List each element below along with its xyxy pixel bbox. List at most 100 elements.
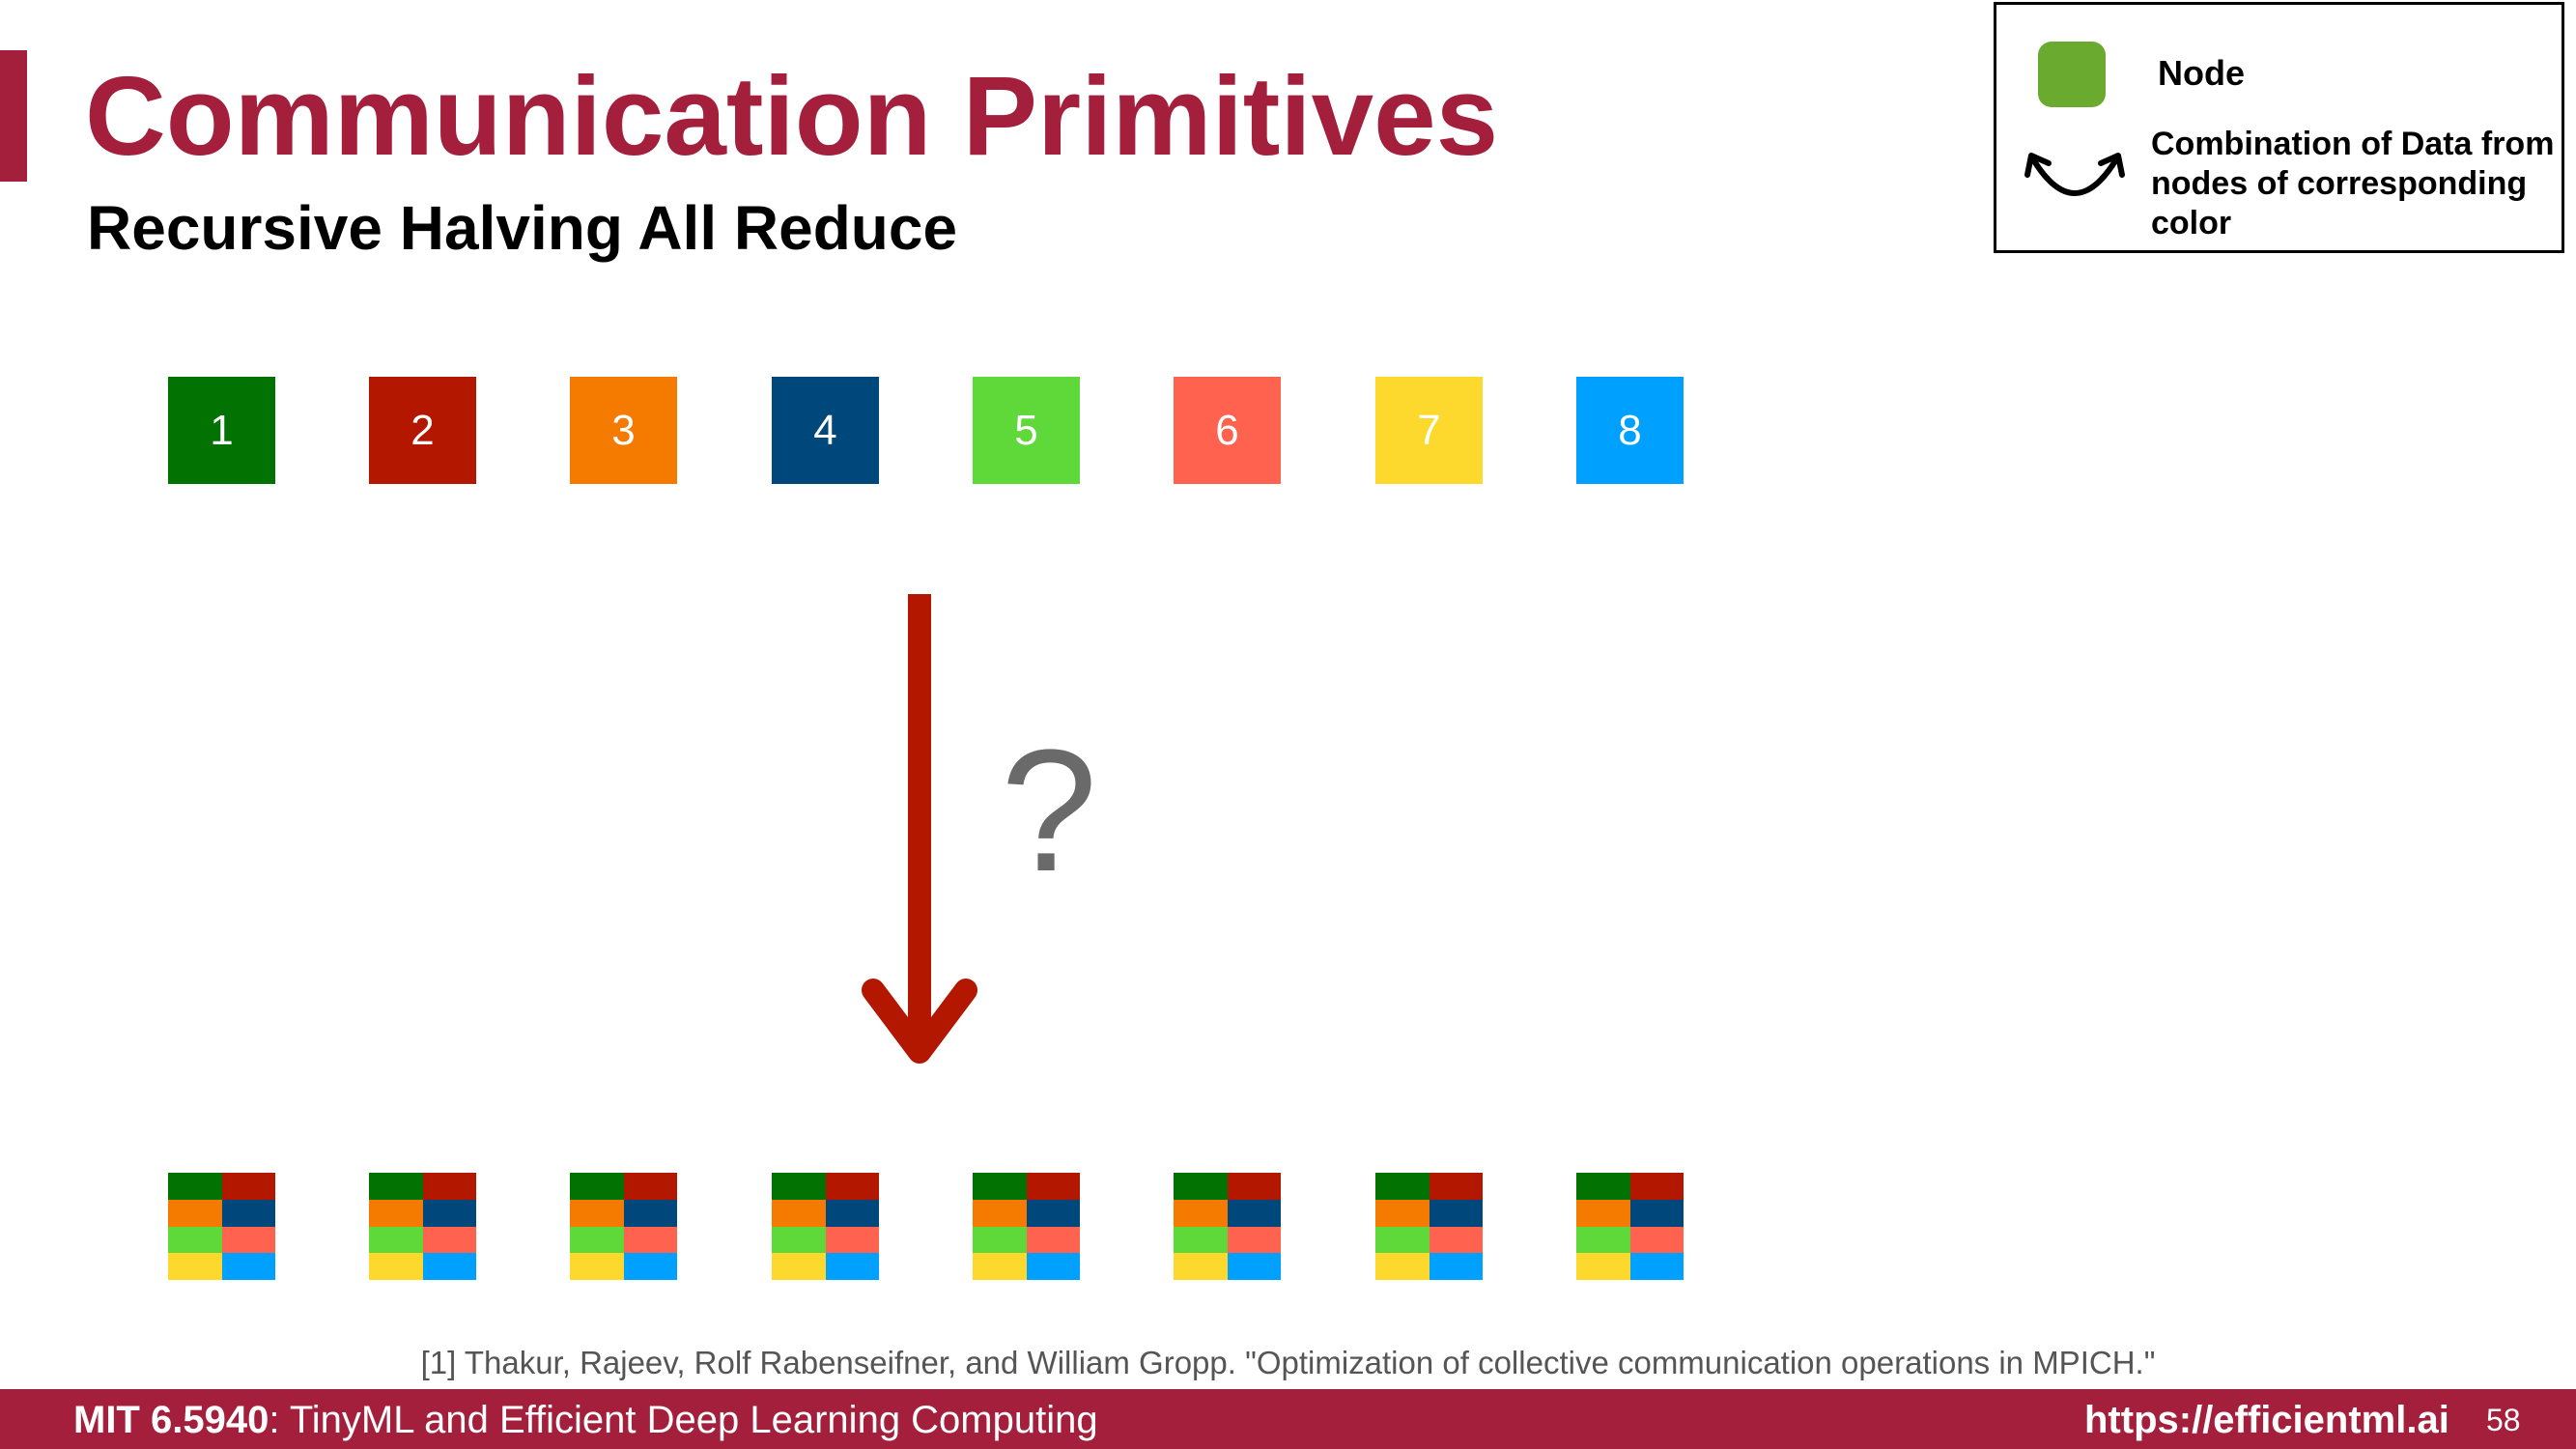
combined-cell-6 (1429, 1226, 1483, 1254)
node-8: 8 (1576, 377, 1684, 484)
node-3: 3 (570, 377, 677, 484)
node-label: 8 (1618, 406, 1642, 454)
combined-cell-1 (772, 1173, 826, 1200)
combined-cell-2 (1227, 1173, 1281, 1200)
combined-cell-4 (1227, 1199, 1281, 1227)
combined-cell-3 (570, 1199, 624, 1227)
combined-cell-2 (623, 1173, 677, 1200)
combined-cell-3 (1174, 1199, 1228, 1227)
combined-cell-2 (1026, 1173, 1080, 1200)
combined-node-7 (1375, 1173, 1483, 1280)
footer-course-code: MIT 6.5940 (73, 1399, 269, 1441)
combined-cell-2 (221, 1173, 275, 1200)
node-5: 5 (973, 377, 1080, 484)
combined-cell-7 (1576, 1253, 1630, 1280)
combined-cell-8 (1026, 1253, 1080, 1280)
footer-url[interactable]: https://efficientml.ai (2084, 1399, 2449, 1441)
combined-cell-1 (973, 1173, 1027, 1200)
combined-cell-4 (1629, 1199, 1684, 1227)
combined-cell-5 (1375, 1226, 1430, 1254)
combined-cell-2 (422, 1173, 476, 1200)
combined-cell-8 (422, 1253, 476, 1280)
combined-cell-4 (422, 1199, 476, 1227)
combined-cell-2 (1429, 1173, 1483, 1200)
combined-cell-7 (168, 1253, 222, 1280)
combined-cell-2 (825, 1173, 879, 1200)
combined-cell-2 (1629, 1173, 1684, 1200)
combined-cell-1 (168, 1173, 222, 1200)
combined-cell-1 (570, 1173, 624, 1200)
combined-cell-5 (1576, 1226, 1630, 1254)
combined-cell-3 (973, 1199, 1027, 1227)
combined-cell-1 (1375, 1173, 1430, 1200)
combined-cell-7 (369, 1253, 423, 1280)
title-accent-bar (0, 50, 27, 182)
combined-cell-3 (772, 1199, 826, 1227)
combined-cell-1 (369, 1173, 423, 1200)
combined-cell-8 (1629, 1253, 1684, 1280)
legend-node-swatch (2038, 42, 2106, 107)
combined-cell-1 (1576, 1173, 1630, 1200)
node-6: 6 (1174, 377, 1281, 484)
combined-cell-7 (772, 1253, 826, 1280)
combined-cell-4 (623, 1199, 677, 1227)
combined-cell-6 (623, 1226, 677, 1254)
combined-cell-4 (1026, 1199, 1080, 1227)
combined-node-6 (1174, 1173, 1281, 1280)
combined-cell-3 (369, 1199, 423, 1227)
combined-node-3 (570, 1173, 677, 1280)
arrow-head (862, 979, 977, 1064)
combined-cell-8 (623, 1253, 677, 1280)
combined-cell-5 (772, 1226, 826, 1254)
combined-node-1 (168, 1173, 275, 1280)
down-arrow-icon (862, 594, 977, 1064)
combined-cell-5 (168, 1226, 222, 1254)
combined-cell-4 (1429, 1199, 1483, 1227)
combined-cell-7 (570, 1253, 624, 1280)
combined-cell-3 (1576, 1199, 1630, 1227)
node-label: 7 (1417, 406, 1441, 454)
combined-cell-6 (221, 1226, 275, 1254)
combined-cell-8 (221, 1253, 275, 1280)
node-label: 6 (1215, 406, 1239, 454)
combined-cell-7 (1375, 1253, 1430, 1280)
legend-node-label: Node (2158, 53, 2245, 93)
combined-cell-5 (973, 1226, 1027, 1254)
node-label: 2 (410, 406, 435, 454)
combined-node-8 (1576, 1173, 1684, 1280)
legend-combination-label: Combination of Data from nodes of corres… (2151, 126, 2555, 242)
node-label: 5 (1014, 406, 1038, 454)
page-subtitle: Recursive Halving All Reduce (87, 193, 958, 263)
citation: [1] Thakur, Rajeev, Rolf Rabenseifner, a… (420, 1345, 2156, 1380)
combined-cell-1 (1174, 1173, 1228, 1200)
footer-course: MIT 6.5940: TinyML and Efficient Deep Le… (73, 1399, 1098, 1442)
combined-cell-5 (369, 1226, 423, 1254)
page-number: 58 (2486, 1403, 2521, 1437)
combined-cell-7 (1174, 1253, 1228, 1280)
combined-cell-6 (825, 1226, 879, 1254)
combined-cell-3 (168, 1199, 222, 1227)
footer-bar: MIT 6.5940: TinyML and Efficient Deep Le… (0, 1389, 2576, 1449)
combined-cell-3 (1375, 1199, 1430, 1227)
combined-cell-8 (1429, 1253, 1483, 1280)
combined-cell-6 (1026, 1226, 1080, 1254)
combined-cell-7 (973, 1253, 1027, 1280)
combined-cell-6 (1227, 1226, 1281, 1254)
combined-cell-6 (1629, 1226, 1684, 1254)
combined-cell-5 (570, 1226, 624, 1254)
combined-node-2 (369, 1173, 476, 1280)
node-1: 1 (168, 377, 275, 484)
node-label: 3 (611, 406, 636, 454)
combined-cell-8 (825, 1253, 879, 1280)
legend-box: Node Combination of Data from nodes of c… (1994, 2, 2564, 253)
node-2: 2 (369, 377, 476, 484)
combined-cell-4 (221, 1199, 275, 1227)
combined-cell-4 (825, 1199, 879, 1227)
curved-double-arrow-icon (2024, 153, 2125, 196)
page-title: Communication Primitives (85, 53, 1499, 179)
combined-cell-8 (1227, 1253, 1281, 1280)
node-label: 1 (210, 406, 234, 454)
node-label: 4 (813, 406, 837, 454)
node-7: 7 (1375, 377, 1483, 484)
question-mark: ? (1001, 714, 1098, 908)
